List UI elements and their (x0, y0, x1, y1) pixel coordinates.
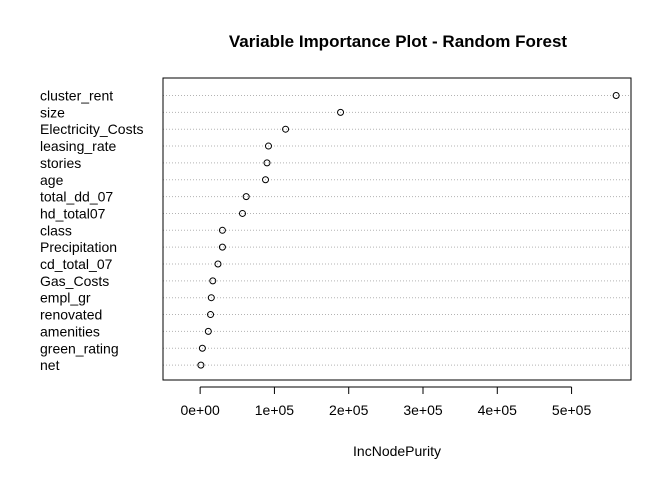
grid-lines (163, 95, 631, 366)
x-tick-label: 0e+00 (180, 402, 220, 418)
variable-label: renovated (40, 307, 102, 323)
variable-label: green_rating (40, 340, 119, 356)
variable-label: cluster_rent (40, 88, 113, 104)
x-axis: 0e+00 1e+05 2e+05 3e+05 4e+05 5e+05 (180, 386, 592, 418)
importance-point (263, 159, 271, 167)
x-axis-label: IncNodePurity (353, 443, 441, 459)
importance-point (262, 176, 270, 184)
variable-label: empl_gr (40, 290, 91, 306)
variable-label: hd_total07 (40, 205, 106, 221)
variable-label: Gas_Costs (40, 273, 109, 289)
importance-point (209, 277, 217, 285)
variable-label: Electricity_Costs (40, 121, 143, 137)
x-tick-label: 5e+05 (552, 402, 592, 418)
x-tick-label: 1e+05 (255, 402, 295, 418)
chart-title: Variable Importance Plot - Random Forest (229, 32, 568, 51)
variable-label: net (40, 357, 60, 373)
importance-point (218, 243, 226, 251)
importance-point (207, 294, 215, 302)
importance-point (207, 311, 215, 319)
data-points (197, 92, 620, 369)
variable-label: Precipitation (40, 239, 117, 255)
importance-point (198, 344, 206, 352)
importance-point (204, 327, 212, 335)
variable-label: age (40, 172, 64, 188)
importance-point (242, 193, 250, 201)
plot-frame (162, 77, 632, 381)
importance-point (264, 142, 272, 150)
variable-label: cd_total_07 (40, 256, 113, 272)
variable-label: amenities (40, 323, 100, 339)
variable-label: total_dd_07 (40, 189, 113, 205)
x-tick-label: 2e+05 (329, 402, 369, 418)
x-tick-label: 4e+05 (478, 402, 518, 418)
importance-point (197, 361, 205, 369)
importance-point (337, 108, 345, 116)
importance-point (214, 260, 222, 268)
importance-point (218, 226, 226, 234)
importance-point (238, 209, 246, 217)
variable-label: class (40, 222, 72, 238)
importance-point (282, 125, 290, 133)
variable-labels: cluster_rentsizeElectricity_Costsleasing… (40, 88, 143, 374)
variable-label: stories (40, 155, 81, 171)
variable-label: size (40, 104, 65, 120)
variable-label: leasing_rate (40, 138, 116, 154)
x-tick-label: 3e+05 (403, 402, 443, 418)
importance-point (612, 92, 620, 99)
